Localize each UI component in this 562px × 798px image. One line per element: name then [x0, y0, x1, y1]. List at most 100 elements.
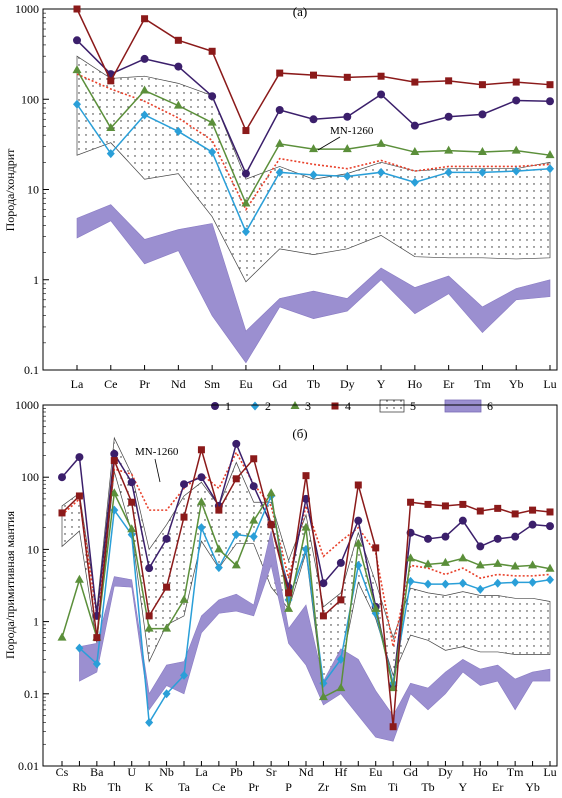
- series-3-point: [109, 488, 119, 497]
- series-3-point: [493, 558, 503, 567]
- series-3-point: [342, 144, 352, 153]
- series-4-point: [389, 723, 397, 731]
- x-tick-label: Ho: [473, 765, 488, 779]
- series-1-point: [319, 579, 328, 588]
- series-4-point: [110, 457, 118, 465]
- series-3-point: [376, 138, 386, 147]
- x-tick-label: Y: [377, 377, 386, 391]
- y-tick-label: 1: [33, 615, 39, 629]
- series-2-point: [162, 689, 171, 699]
- series-1-point: [197, 473, 206, 482]
- x-tick-label: Tb: [421, 780, 434, 794]
- series-1-point: [336, 558, 345, 567]
- series-2-point: [444, 167, 453, 177]
- series-1-point: [441, 532, 450, 541]
- x-tick-label: Pb: [230, 765, 243, 779]
- series-2-point: [214, 563, 223, 573]
- y-tick-label: 10: [27, 542, 39, 556]
- series-3-point: [284, 603, 294, 612]
- series-2-point: [241, 227, 250, 237]
- series-3-point: [410, 147, 420, 156]
- series-2-point: [528, 577, 537, 587]
- x-tick-label: Gd: [403, 765, 418, 779]
- series-1-point: [377, 90, 386, 99]
- series-3-point: [72, 65, 82, 74]
- reference-label-a: MN-1260: [330, 125, 374, 137]
- series-4-point: [73, 5, 81, 13]
- series-1-point: [75, 453, 84, 462]
- series-2-point: [275, 167, 284, 177]
- series-3-point: [440, 557, 450, 566]
- series-1-point: [546, 522, 554, 531]
- series-4-point: [319, 612, 327, 620]
- series-4-point: [163, 583, 171, 591]
- series-2-point: [441, 579, 450, 589]
- series-2-point: [249, 532, 258, 542]
- series-1-point: [275, 106, 284, 115]
- series-2-point: [493, 578, 502, 588]
- y-tick-label: 1000: [15, 398, 39, 412]
- series-2-point: [410, 177, 419, 187]
- series-3-point: [371, 603, 381, 612]
- y-tick-label: 100: [21, 470, 39, 484]
- series-3-point: [406, 553, 416, 562]
- series-2-point: [106, 149, 115, 159]
- legend-label-6: 6: [487, 399, 493, 413]
- series-2-point: [208, 147, 217, 157]
- series-3-point: [207, 117, 217, 126]
- legend-symbol-1: [211, 402, 219, 410]
- series-1-point: [476, 542, 485, 551]
- series-3-point: [475, 560, 485, 569]
- series-1-point: [309, 115, 318, 124]
- x-tick-label: La: [71, 377, 84, 391]
- series-3-point: [266, 488, 276, 497]
- x-tick-label: Nd: [171, 377, 186, 391]
- series-3-point: [173, 100, 183, 109]
- y-axis-label-a: Порода/хондрит: [3, 148, 17, 232]
- legend-label-2: 2: [265, 399, 271, 413]
- x-tick-label: Pr: [248, 780, 259, 794]
- series-3-point: [458, 553, 468, 562]
- series-4-point: [174, 36, 182, 44]
- x-tick-label: Sm: [350, 780, 367, 794]
- series-4-point: [285, 589, 293, 597]
- x-tick-label: Tm: [507, 765, 524, 779]
- series-1-point: [354, 516, 363, 525]
- panel-b-label: (б): [292, 426, 307, 441]
- series-3-point: [318, 692, 328, 701]
- legend-symbol-6: [444, 399, 482, 413]
- series-3-point: [301, 522, 311, 531]
- x-tick-label: Zr: [318, 780, 329, 794]
- series-3-point: [144, 623, 154, 632]
- series-4-point: [512, 78, 520, 86]
- series-4-point: [546, 508, 554, 516]
- series-4-point: [128, 498, 136, 506]
- series-2-point: [406, 576, 415, 586]
- panel-a-label: (а): [293, 4, 307, 19]
- series-3-point: [545, 563, 555, 572]
- series-4-point: [93, 634, 101, 642]
- series-2-point: [197, 523, 206, 533]
- x-tick-label: Ce: [104, 377, 117, 391]
- series-4-point: [424, 500, 432, 508]
- series-2-point: [336, 654, 345, 664]
- series-2-point: [92, 659, 101, 669]
- series-1-point: [493, 534, 502, 543]
- series-4-point: [411, 78, 419, 86]
- series-1-point: [478, 110, 487, 119]
- x-tick-label: Yb: [509, 377, 524, 391]
- legend-label-4: 4: [345, 399, 351, 413]
- series-4-point: [232, 475, 240, 483]
- series-1-point: [110, 449, 119, 458]
- reference-line: [76, 73, 551, 212]
- series-3-point: [275, 138, 285, 147]
- series-1-point: [145, 564, 154, 573]
- series-2-point: [546, 575, 554, 585]
- legend-symbol-5: [379, 399, 405, 413]
- series-3-point: [444, 145, 454, 154]
- y-tick-label: 0.01: [18, 759, 39, 773]
- series-1-point: [512, 96, 521, 105]
- x-tick-label: Eu: [239, 377, 252, 391]
- field-6: [79, 530, 551, 742]
- y-tick-label: 0.1: [24, 363, 39, 377]
